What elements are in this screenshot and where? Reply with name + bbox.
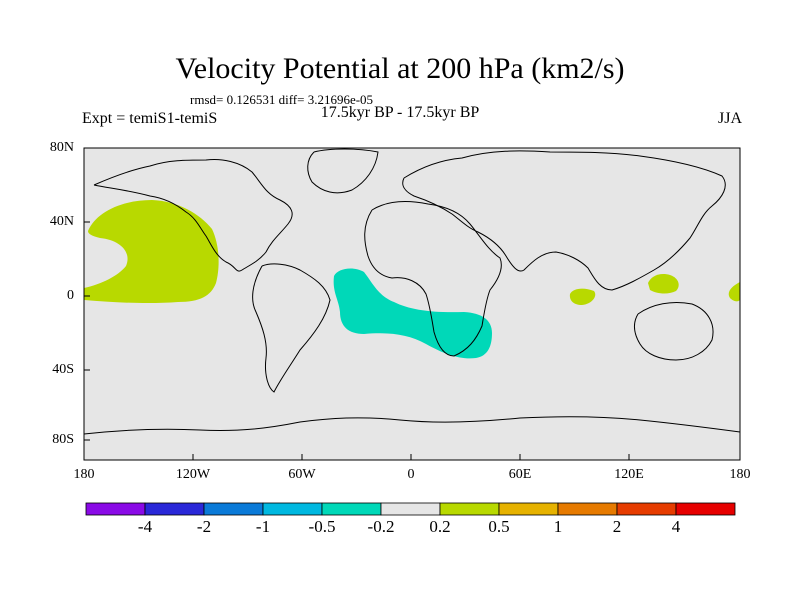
anomaly-shading [84, 200, 740, 359]
lat-tick-label: 80S [52, 432, 74, 447]
lon-tick-label: 60W [288, 467, 316, 482]
lon-tick-label: 180 [729, 467, 751, 482]
colorbar-swatch [498, 502, 559, 516]
lat-tick-label: 40S [52, 362, 74, 377]
period-label: 17.5kyr BP - 17.5kyr BP [320, 104, 480, 121]
colorbar-label: 4 [671, 517, 681, 536]
colorbar-label: 2 [612, 517, 622, 536]
lon-tick-label: 120W [175, 467, 211, 482]
coastline-africa [364, 201, 502, 357]
positive-region-western-pacific [648, 273, 679, 294]
colorbar-swatch [380, 502, 441, 516]
positive-region-indian-ocean [569, 288, 596, 305]
lon-tick-label: 120E [614, 467, 644, 482]
colorbar-label: 0.2 [429, 517, 451, 536]
colorbar-label: -1 [255, 517, 271, 536]
colorbar-label: -0.2 [367, 517, 395, 536]
coastline-eurasia [402, 150, 726, 291]
map-title: Velocity Potential at 200 hPa (km2/s) [175, 52, 625, 85]
colorbar-label: -2 [196, 517, 212, 536]
colorbar-swatch [262, 502, 323, 516]
experiment-label: Expt = temiS1-temiS [82, 110, 218, 127]
map-frame [83, 147, 741, 461]
lat-tick-label: 80N [49, 140, 74, 155]
coastline-greenland [307, 148, 379, 194]
colorbar-swatch [557, 502, 618, 516]
colorbar-swatch [203, 502, 264, 516]
lon-tick-label: 60E [508, 467, 532, 482]
colorbar-swatch [675, 502, 736, 516]
colorbar-swatch [321, 502, 382, 516]
colorbar-swatch [439, 502, 500, 516]
coastline-south-america [252, 263, 331, 393]
lon-tick-label: 0 [407, 467, 415, 482]
tick-marks [83, 147, 741, 460]
colorbar-swatch [85, 502, 146, 516]
season-label: JJA [717, 110, 742, 127]
colorbar-swatch [616, 502, 677, 516]
lat-tick-label: 40N [49, 214, 74, 229]
coastline-antarctica [83, 416, 741, 435]
lat-tick-label: 0 [67, 288, 74, 303]
colorbar-label: 1 [553, 517, 563, 536]
positive-region-date-line [728, 282, 740, 302]
map-background [84, 148, 740, 460]
colorbar-swatch [144, 502, 205, 516]
coastline-australia [633, 301, 714, 361]
coastlines [83, 148, 741, 435]
colorbar-label: -4 [137, 517, 153, 536]
stats-text: rmsd= 0.126531 diff= 3.21696e-05 [190, 92, 374, 107]
positive-region-east-pacific [84, 200, 219, 304]
lon-tick-label: 180 [73, 467, 95, 482]
colorbar-label: -0.5 [308, 517, 336, 536]
negative-region-atlantic-africa [333, 268, 492, 359]
coastline-north-america [93, 159, 293, 272]
colorbar [85, 502, 736, 516]
colorbar-label: 0.5 [488, 517, 510, 536]
